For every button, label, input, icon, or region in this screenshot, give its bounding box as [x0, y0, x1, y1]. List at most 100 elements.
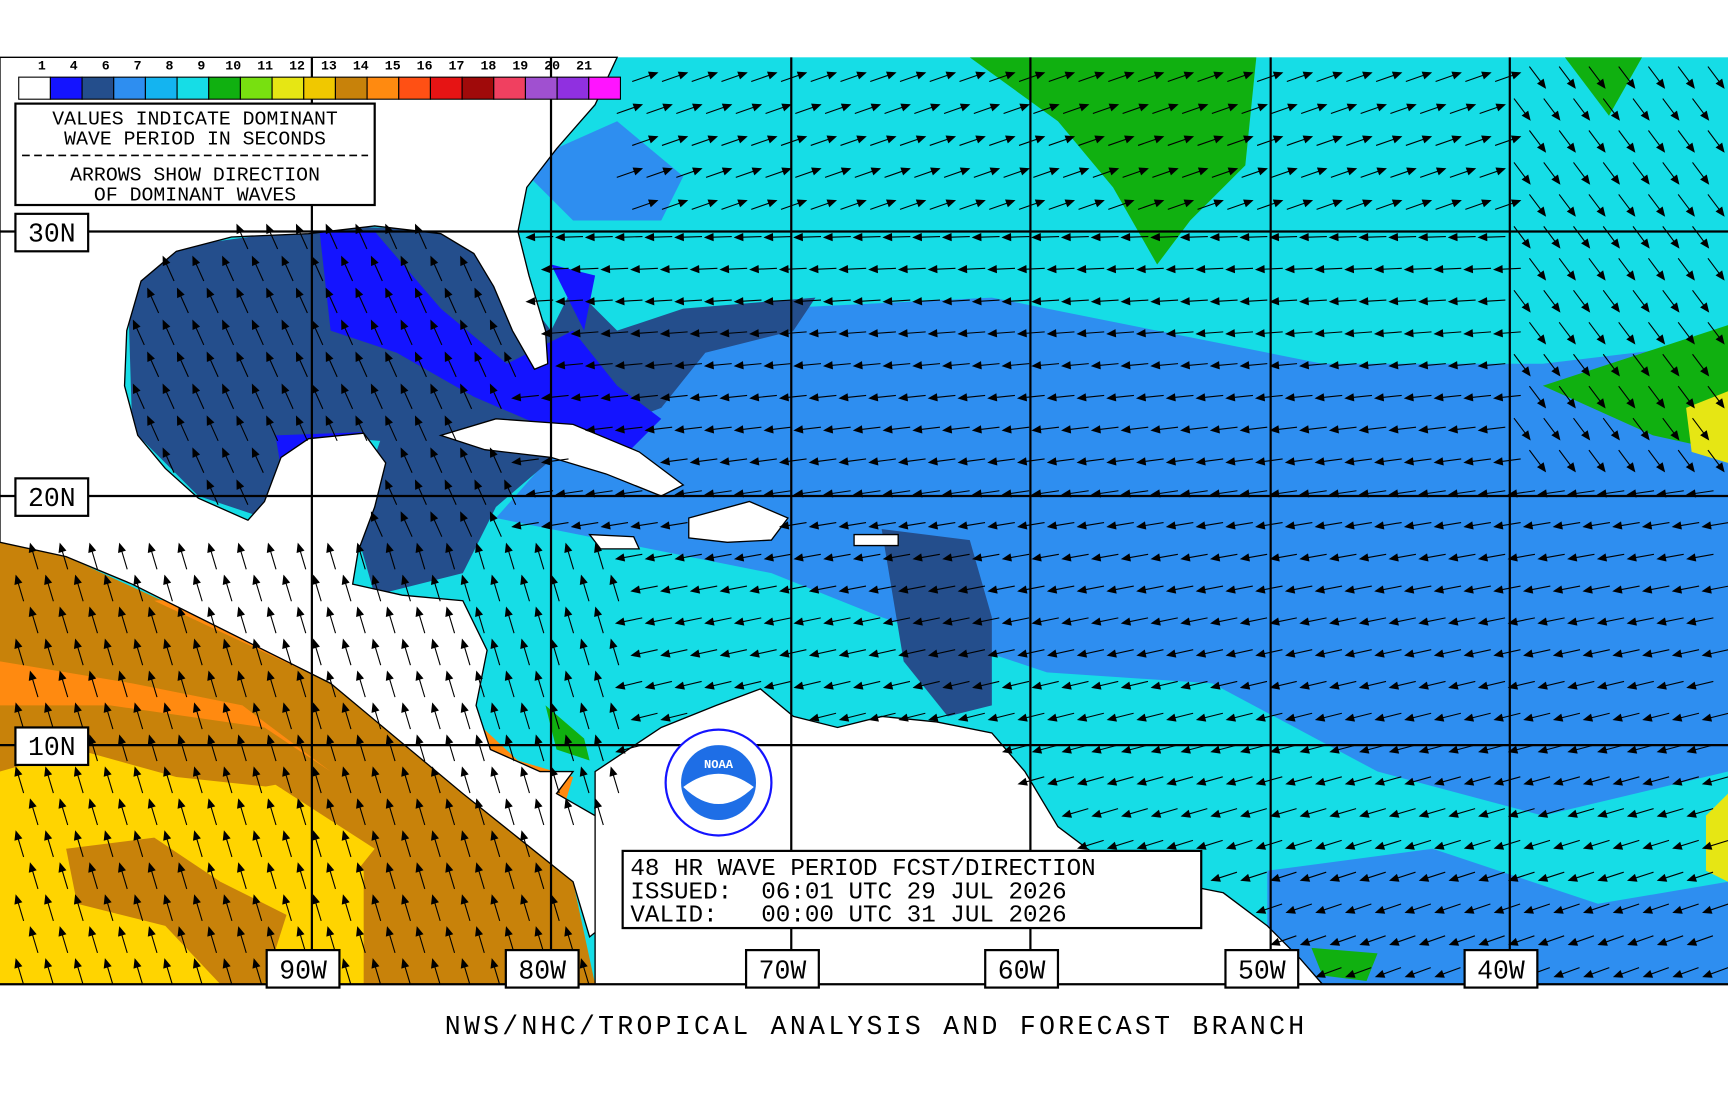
- label-frame: [14, 726, 90, 767]
- wave-arrow: [584, 425, 613, 434]
- wave-arrow: [177, 670, 188, 698]
- wave-arrow: [914, 167, 941, 178]
- wave-arrow: [676, 167, 703, 178]
- wave-arrow: [162, 319, 175, 346]
- wave-arrow: [704, 617, 732, 626]
- wave-arrow: [1344, 839, 1372, 850]
- wave-arrow: [355, 287, 368, 314]
- wave-arrow: [823, 680, 851, 690]
- wave-arrow: [1299, 871, 1327, 882]
- wave-arrow: [356, 670, 366, 698]
- wave-arrow: [460, 447, 473, 474]
- wave-arrow: [840, 199, 867, 210]
- wave-arrow: [795, 103, 822, 115]
- wave-arrow: [721, 135, 748, 146]
- wave-arrow: [852, 297, 881, 306]
- wave-arrow: [1136, 521, 1164, 530]
- wave-arrow: [942, 680, 970, 690]
- legend-label: 8: [165, 58, 173, 73]
- wave-arrow: [73, 830, 84, 858]
- wave-arrow: [957, 521, 986, 530]
- wave-arrow: [1136, 712, 1164, 722]
- wave-arrow: [1375, 199, 1403, 210]
- wave-arrow: [1707, 449, 1725, 473]
- wave-arrow: [579, 638, 590, 666]
- wave-arrow: [959, 135, 986, 146]
- wave-arrow: [705, 167, 733, 178]
- wave-arrow: [870, 71, 897, 83]
- wave-arrow: [1707, 385, 1725, 409]
- wave-arrow: [1647, 130, 1666, 153]
- wave-arrow: [971, 553, 1000, 562]
- longitude-label: 60W: [998, 957, 1046, 987]
- wave-arrow: [1403, 521, 1432, 530]
- wave-arrow: [445, 606, 456, 634]
- wave-arrow: [1120, 361, 1149, 370]
- wave-arrow: [282, 638, 292, 666]
- wave-arrow: [1017, 776, 1045, 786]
- wave-arrow: [58, 862, 69, 890]
- wave-arrow: [1329, 617, 1357, 626]
- wave-arrow: [163, 702, 173, 730]
- wave-arrow: [28, 926, 39, 954]
- wave-arrow: [914, 103, 941, 115]
- wave-arrow: [646, 167, 673, 178]
- legend-label: 19: [512, 58, 528, 73]
- wave-arrow: [1449, 167, 1477, 178]
- wave-arrow: [1596, 680, 1625, 690]
- wave-arrow: [192, 830, 203, 858]
- wave-arrow: [1031, 425, 1060, 434]
- wave-arrow: [1463, 329, 1492, 338]
- wave-arrow: [644, 297, 673, 306]
- wave-arrow: [236, 479, 249, 505]
- wave-arrow: [1528, 385, 1547, 409]
- wave-arrow: [103, 766, 114, 794]
- wave-arrow: [44, 638, 54, 666]
- wave-arrow: [266, 734, 277, 762]
- wave-arrow: [868, 329, 896, 338]
- wave-arrow: [1602, 289, 1620, 313]
- wave-arrow: [1528, 194, 1547, 217]
- wave-arrow: [1588, 66, 1606, 89]
- wave-arrow: [460, 383, 473, 410]
- wave-arrow: [1477, 617, 1506, 626]
- legend-label: 15: [385, 58, 401, 73]
- wave-arrow: [1314, 329, 1343, 338]
- wave-arrow: [1463, 903, 1491, 914]
- wave-arrow: [1120, 297, 1149, 306]
- wave-arrow: [385, 479, 398, 505]
- wave-arrow: [912, 361, 941, 370]
- latitude-label: 30N: [28, 219, 76, 249]
- wave-arrow: [1269, 871, 1297, 882]
- wave-arrow: [28, 606, 39, 634]
- legend-swatch: [493, 76, 526, 100]
- legend-label: 10: [225, 58, 241, 73]
- wave-arrow: [103, 830, 114, 858]
- wave-arrow: [838, 329, 867, 338]
- wave-arrow: [1463, 457, 1492, 466]
- label-frame: [744, 948, 820, 989]
- field-orange: [0, 661, 331, 772]
- wave-arrow: [1389, 935, 1416, 946]
- footer: NWS/NHC/TROPICAL ANALYSIS AND FORECAST B…: [445, 1012, 1308, 1042]
- wave-arrow: [252, 638, 263, 666]
- wave-arrow: [942, 617, 970, 626]
- wave-arrow: [749, 649, 777, 658]
- wave-arrow: [147, 606, 158, 634]
- wave-arrow: [192, 574, 203, 602]
- wave-arrow: [326, 542, 337, 570]
- wave-arrow: [341, 319, 354, 346]
- legend-label: 9: [197, 58, 205, 73]
- wave-arrow: [222, 958, 233, 985]
- wave-arrow: [1060, 232, 1089, 242]
- wave-arrow: [1493, 393, 1521, 402]
- wave-arrow: [630, 393, 658, 402]
- wave-arrow: [1181, 103, 1209, 115]
- wave-arrow: [1404, 903, 1432, 914]
- wave-arrow: [44, 894, 54, 922]
- wave-arrow: [579, 958, 590, 985]
- wave-arrow: [431, 830, 441, 858]
- wave-arrow: [1329, 871, 1357, 882]
- wave-arrow: [594, 734, 604, 762]
- wave-arrow: [1403, 585, 1432, 594]
